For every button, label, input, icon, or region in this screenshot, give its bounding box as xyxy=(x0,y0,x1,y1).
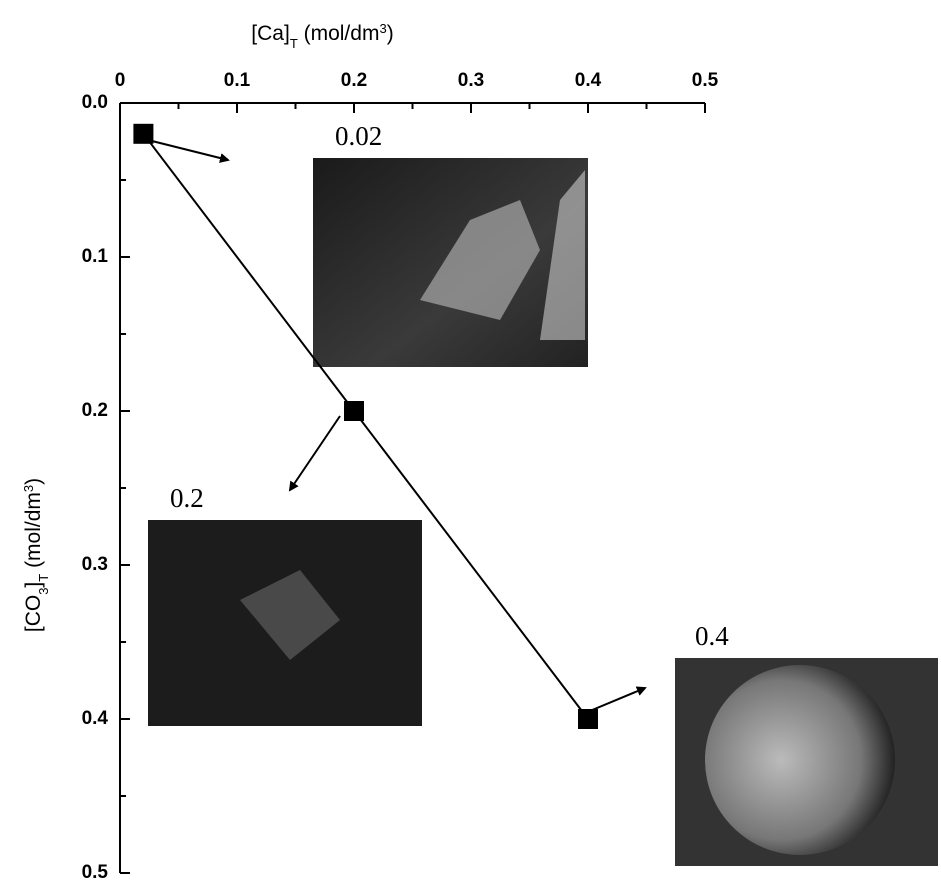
y-tick-label: 0.0 xyxy=(82,92,108,113)
x-tick-label: 0.5 xyxy=(692,70,719,91)
x-axis-title-part: (mol/dm xyxy=(298,22,380,45)
y-axis-title-part: (mol/dm xyxy=(22,492,45,574)
y-axis-title: [CO3]T (mol/dm3) xyxy=(21,478,51,632)
y-tick-label: 0.4 xyxy=(82,708,109,729)
arrow xyxy=(290,416,340,490)
y-tick-label: 0.2 xyxy=(82,400,108,421)
micrograph xyxy=(148,520,422,726)
y-axis-title-part: T xyxy=(36,574,51,582)
micrograph xyxy=(313,158,588,367)
x-tick-label: 0.1 xyxy=(224,70,251,91)
data-point xyxy=(344,401,364,421)
x-axis-title: [Ca]T (mol/dm3) xyxy=(251,21,393,51)
annotation: 0.4 xyxy=(695,621,729,651)
annotation: 0.02 xyxy=(335,121,382,151)
x-tick-label: 0.2 xyxy=(341,70,367,91)
chart: 0 0.1 0.2 0.3 0.4 0.5 0.0 0.1 0.2 0.3 0.4 0.5 [Ca]T … xyxy=(0,0,941,880)
y-tick-label: 0.1 xyxy=(82,246,109,267)
x-axis-title-part: [Ca] xyxy=(251,22,290,45)
data-point xyxy=(133,124,153,144)
x-tick-label: 0 xyxy=(115,70,126,91)
y-axis-title-part: ) xyxy=(22,478,45,485)
y-axis-title-part: [CO xyxy=(22,595,45,632)
data-point xyxy=(578,709,598,729)
x-axis-title-part: 3 xyxy=(379,21,386,36)
y-tick-label: 0.5 xyxy=(82,862,109,880)
x-axis-title-part: T xyxy=(290,36,298,51)
micrograph xyxy=(675,658,938,866)
x-axis-title-part: ) xyxy=(387,22,394,45)
y-tick-label: 0.3 xyxy=(82,554,108,575)
x-tick-label: 0.3 xyxy=(458,70,484,91)
y-axis-title-part: 3 xyxy=(36,588,51,595)
x-tick-label: 0.4 xyxy=(575,70,602,91)
y-axis-title-part: 3 xyxy=(21,485,36,492)
annotation: 0.2 xyxy=(170,483,204,513)
